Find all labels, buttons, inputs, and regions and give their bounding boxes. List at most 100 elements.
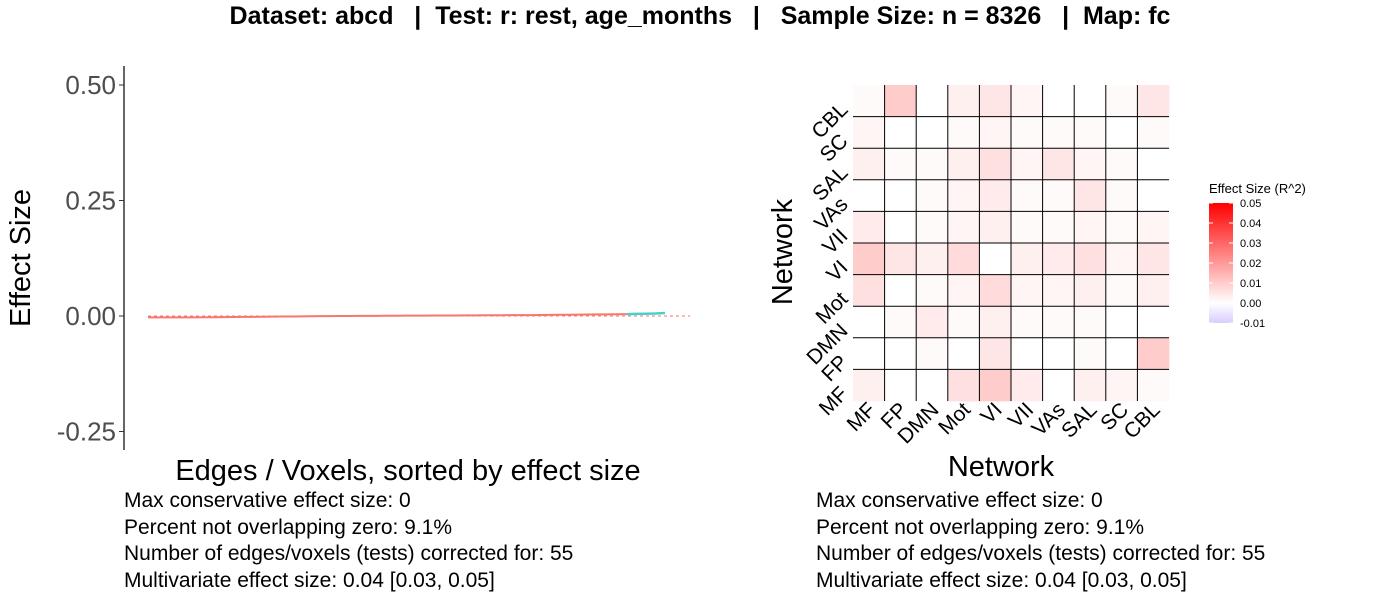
heatmap-cell [1105, 243, 1138, 275]
heatmap-cell [916, 337, 949, 370]
heatmap-stats: Max conservative effect size: 0 Percent … [816, 488, 1265, 594]
heatmap-cell [1011, 85, 1043, 117]
legend-tick-label: 0.03 [1240, 238, 1261, 250]
effect-size-legend: Effect Size (R^2) 0.05 0.04 0.03 0.02 0.01 0.0… [1209, 181, 1306, 330]
heatmap-cell [1074, 274, 1107, 307]
y-tick-label: 0.00 [65, 301, 116, 331]
heatmap-cell [947, 337, 980, 370]
heatmap-cell [1042, 116, 1075, 149]
heatmap-cell [1042, 85, 1075, 117]
heatmap-cell [916, 306, 949, 339]
heatmap-cell [947, 116, 980, 149]
heatmap-cell [853, 274, 885, 307]
page-title: Dataset: abcd | Test: r: rest, age_month… [229, 2, 1171, 30]
heatmap-cell [1074, 148, 1107, 181]
x-axis-title: Edges / Voxels, sorted by effect size [175, 455, 640, 487]
heatmap-cell [979, 274, 1012, 307]
heatmap-cell [916, 85, 949, 117]
heatmap-cell [1074, 211, 1107, 244]
heatmap-cell [979, 116, 1012, 149]
stat-tests-corrected: Number of edges/voxels (tests) corrected… [124, 542, 574, 565]
x-axis-title: Network [948, 451, 1055, 483]
heatmap-cell [1105, 85, 1138, 117]
heatmap-cell [1042, 274, 1075, 307]
heatmap-cell [853, 243, 885, 275]
heatmap-cell [1137, 116, 1170, 149]
heatmap-cell [853, 85, 885, 117]
heatmap-cell [947, 306, 980, 339]
heatmap-cell [916, 148, 949, 181]
stat-percent-nonzero: Percent not overlapping zero: 9.1% [816, 515, 1145, 539]
heatmap-cell [979, 211, 1012, 244]
y-tick-label: 0.50 [65, 70, 116, 100]
heatmap-cell [947, 274, 980, 307]
heatmap-cell [1137, 306, 1170, 339]
heatmap-cell [884, 116, 917, 149]
stat-max-conservative: Max conservative effect size: 0 [124, 489, 411, 512]
heatmap-cell [1011, 179, 1043, 212]
heatmap-cell [1074, 179, 1107, 212]
heatmap-cell [1042, 243, 1075, 275]
y-tick-label: 0.25 [65, 186, 116, 216]
heatmap-cell [1011, 243, 1043, 275]
heatmap-cell [947, 179, 980, 212]
heatmap-cell [947, 211, 980, 244]
heatmap-cell [1137, 274, 1170, 307]
heatmap-cell [1137, 148, 1170, 181]
heatmap-cell [853, 306, 885, 339]
heatmap-cell [1137, 337, 1170, 370]
stat-tests-corrected: Number of edges/voxels (tests) corrected… [816, 542, 1266, 565]
effect-size-nonzero-series-line [626, 311, 666, 316]
heatmap-cell [1042, 337, 1075, 370]
heatmap-cell [1074, 369, 1107, 402]
heatmap-cell [853, 116, 885, 149]
legend-tick-label: 0.05 [1240, 198, 1261, 210]
heatmap-cell [884, 211, 917, 244]
heatmap-cell [1011, 337, 1043, 370]
heatmap-cell [916, 369, 949, 402]
y-tick-label: VI [822, 256, 852, 286]
legend-title: Effect Size (R^2) [1209, 181, 1306, 196]
heatmap-cell [884, 306, 917, 339]
heatmap-cell [1105, 369, 1138, 402]
heatmap-cell [1011, 116, 1043, 149]
heatmap-cell [853, 337, 885, 370]
heatmap-cell [979, 148, 1012, 181]
heatmap-cell [1011, 148, 1043, 181]
heatmap-cell [916, 211, 949, 244]
heatmap-cell [1105, 116, 1138, 149]
heatmap-cell [916, 179, 949, 212]
heatmap-cell [947, 85, 980, 117]
legend-tick-label: 0.00 [1240, 298, 1261, 310]
heatmap-cell [1074, 85, 1107, 117]
heatmap-cell [1137, 369, 1170, 402]
heatmap-cell [1074, 306, 1107, 339]
x-tick-label: VI [976, 398, 1006, 428]
heatmap-cell [1042, 179, 1075, 212]
heatmap-cell [1011, 211, 1043, 244]
heatmap-cell [1105, 179, 1138, 212]
heatmap-cell [916, 274, 949, 307]
heatmap-cell [884, 179, 917, 212]
heatmap-cell [1105, 274, 1138, 307]
heatmap-cell [1011, 369, 1043, 402]
heatmap-cell [853, 179, 885, 212]
effect-size-line-chart: 0.50 0.25 0.00 -0.25 Edges / Voxels, sorted … [5, 66, 690, 487]
heatmap-cell [1011, 274, 1043, 307]
heatmap-cell [916, 243, 949, 275]
heatmap-cell [1105, 337, 1138, 370]
heatmap-cell [884, 274, 917, 307]
heatmap-cell [979, 369, 1012, 402]
y-tick-label: Mot [812, 288, 853, 329]
heatmap-cell [853, 148, 885, 181]
y-axis-title: Effect Size [5, 189, 37, 327]
legend-tick-label: -0.01 [1240, 318, 1265, 330]
stat-multivariate: Multivariate effect size: 0.04 [0.03, 0.… [816, 568, 1187, 592]
heatmap-cell [884, 85, 917, 117]
heatmap-cell [1042, 211, 1075, 244]
heatmap-cell [1042, 148, 1075, 181]
x-tick-label: SAL [1057, 398, 1101, 442]
x-tick-label: MF [843, 398, 881, 436]
heatmap-cell [979, 306, 1012, 339]
